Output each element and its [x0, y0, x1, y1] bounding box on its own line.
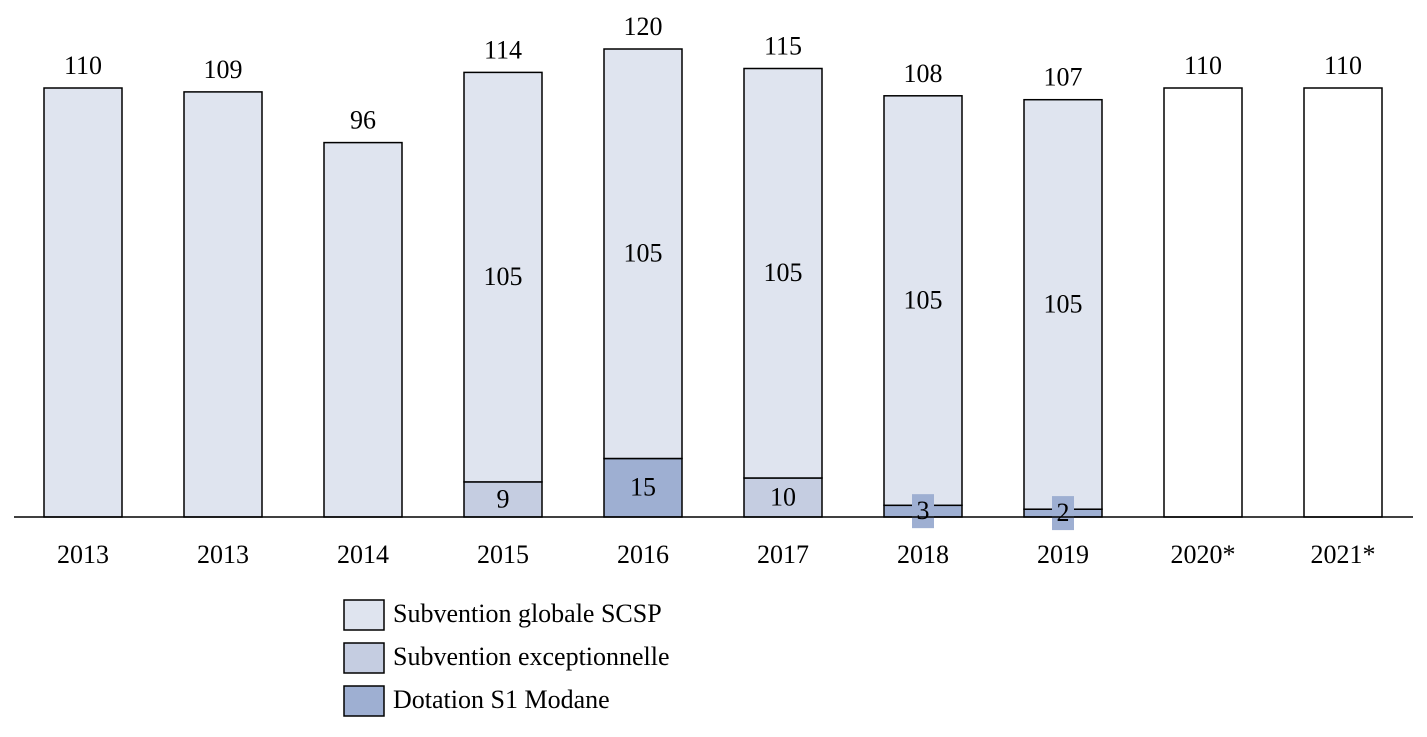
bar-segment [463, 481, 543, 518]
label-box [912, 494, 934, 529]
data-label: 105 [624, 239, 663, 268]
legend-swatch [343, 642, 385, 674]
x-tick-label: 2014 [337, 540, 389, 569]
bar-segment [43, 87, 123, 518]
legend-label: Subvention exceptionnelle [393, 642, 670, 671]
total-label: 96 [350, 106, 376, 135]
data-label: 105 [1044, 289, 1083, 318]
total-label: 109 [204, 55, 243, 84]
total-label: 110 [1324, 51, 1362, 80]
bar-segment [463, 71, 543, 483]
total-label: 114 [484, 35, 522, 64]
data-label: 15 [630, 473, 656, 502]
total-label: 108 [904, 59, 943, 88]
x-tick-label: 2016 [617, 540, 669, 569]
total-label: 120 [624, 12, 663, 41]
total-label: 107 [1044, 63, 1083, 92]
x-tick-label: 2019 [1037, 540, 1089, 569]
bar-segment [883, 95, 963, 507]
x-tick-label: 2018 [897, 540, 949, 569]
bar-segment [1023, 98, 1103, 510]
label-box [1052, 496, 1074, 531]
x-tick-label: 2017 [757, 540, 809, 569]
bar-segment [1303, 87, 1383, 518]
legend-swatch [343, 685, 385, 717]
bar-segment [603, 48, 683, 460]
data-label: 105 [904, 286, 943, 315]
bar-segment [323, 141, 403, 518]
data-label: 10 [770, 482, 796, 511]
data-label: 105 [484, 262, 523, 291]
total-label: 115 [764, 31, 802, 60]
data-label: 9 [497, 484, 510, 513]
total-label: 110 [1184, 51, 1222, 80]
bar-segment [1163, 87, 1243, 518]
x-tick-label: 2015 [477, 540, 529, 569]
total-label: 110 [64, 51, 102, 80]
x-tick-label: 2013 [197, 540, 249, 569]
bar-segment [183, 91, 263, 518]
x-tick-label: 2020* [1171, 540, 1236, 569]
data-label: 105 [764, 258, 803, 287]
x-tick-label: 2021* [1311, 540, 1376, 569]
legend-label: Subvention globale SCSP [393, 599, 662, 628]
bar-segment [743, 67, 823, 479]
data-label: 3 [917, 496, 930, 525]
legend-swatch [343, 599, 385, 631]
data-label: 2 [1057, 498, 1070, 527]
x-tick-label: 2013 [57, 540, 109, 569]
legend-label: Dotation S1 Modane [393, 685, 610, 714]
